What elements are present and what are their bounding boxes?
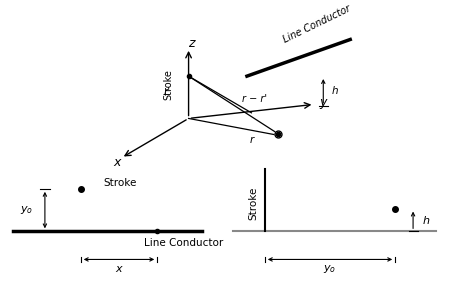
Text: h: h: [331, 86, 338, 96]
Text: $y_o$: $y_o$: [323, 263, 337, 275]
Text: $y_o$: $y_o$: [20, 204, 34, 216]
Text: Stroke: Stroke: [249, 186, 259, 220]
Text: Line Conductor: Line Conductor: [144, 237, 223, 248]
Text: Stroke: Stroke: [163, 69, 173, 100]
Text: z: z: [188, 37, 194, 50]
Text: Stroke: Stroke: [103, 178, 136, 188]
Text: $x$: $x$: [114, 264, 123, 274]
Text: r − r': r − r': [242, 94, 268, 104]
Text: $h$: $h$: [422, 214, 430, 226]
Text: Line Conductor: Line Conductor: [281, 4, 352, 45]
Text: r: r: [249, 135, 254, 145]
Text: y: y: [320, 96, 327, 109]
Text: r': r': [163, 87, 171, 97]
Text: x: x: [113, 156, 120, 169]
